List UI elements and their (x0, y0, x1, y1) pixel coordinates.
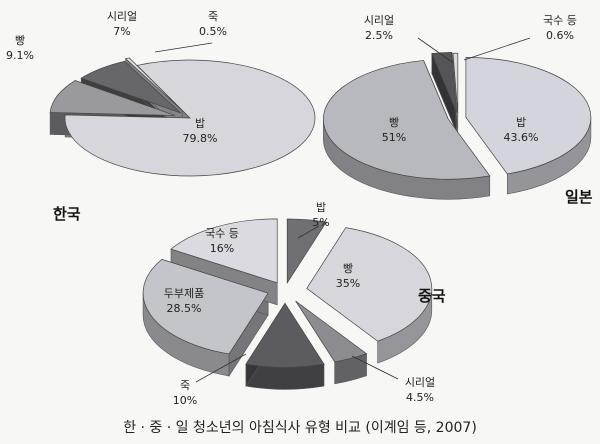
pie-slice-시리얼 (80, 60, 182, 114)
slice-label-밥: 밥 5% (312, 201, 329, 229)
china-pie-chart: 밥 5% 빵 35% 시리얼 4.5% 죽 10% 두부제품 28.5% 국수 등 16% (142, 201, 435, 407)
slice-label-죽: 죽 10% (173, 379, 197, 407)
figure-caption: 한 · 중 · 일 청소년의 아침식사 유형 비교 (이계임 등, 2007) (123, 420, 477, 436)
pie-slice-두부제품 (142, 259, 269, 355)
pie-slice-밥 (64, 59, 316, 177)
china-chart-title: 중국 (418, 287, 446, 305)
slice-label-죽: 죽 0.5% (199, 10, 227, 38)
leader-line-밥 (297, 225, 320, 239)
pie-slice-국수-등 (452, 52, 459, 114)
korea-chart-title: 한국 (53, 205, 81, 223)
japan-pie-chart: 밥 43.6% 빵 51% 시리얼 2.5% 국수 등 0.6% (323, 13, 592, 200)
leader-line-시리얼 (417, 37, 453, 63)
slice-label-밥: 밥 79.8% (183, 117, 218, 145)
leader-line-죽 (154, 42, 213, 53)
leader-line-국수-등 (463, 37, 531, 61)
slice-label-국수-등: 국수 등 16% (205, 227, 239, 255)
pie-slice-죽 (245, 302, 325, 368)
pie-slice-밥 (286, 218, 327, 285)
pie-slice-빵 (323, 60, 491, 180)
pie-slice-시리얼 (295, 300, 368, 363)
leader-line-죽 (195, 353, 247, 383)
slice-label-두부제품: 두부제품 28.5% (164, 287, 204, 315)
slice-label-시리얼: 시리얼 2.5% (364, 13, 394, 42)
pie-slice-밥 (465, 57, 592, 175)
slice-label-빵: 빵 51% (382, 116, 406, 144)
slice-label-빵: 빵 35% (336, 262, 360, 290)
pie-slice-시리얼 (431, 51, 457, 113)
slice-label-밥: 밥 43.6% (504, 116, 539, 144)
korea-pie-chart: 밥 79.8% 빵 9.1% 시리얼 7% 죽 0.5% (6, 9, 316, 177)
slice-label-시리얼: 시리얼 7% (107, 9, 137, 38)
slice-label-시리얼: 시리얼 4.5% (405, 375, 435, 404)
pie-slice-죽 (124, 57, 183, 111)
slice-label-국수-등: 국수 등 0.6% (543, 14, 577, 42)
pie-slice-빵 (306, 227, 433, 342)
japan-chart-title: 일본 (565, 188, 593, 206)
slice-label-빵: 빵 9.1% (6, 34, 34, 62)
leader-line-시리얼 (351, 355, 399, 380)
pie-slice-국수-등 (170, 218, 278, 284)
pie-slice-빵 (49, 80, 176, 116)
